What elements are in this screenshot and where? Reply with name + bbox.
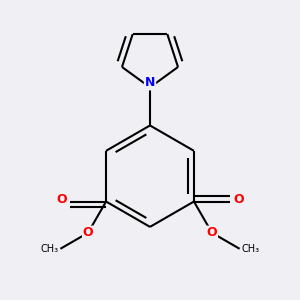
Text: O: O xyxy=(207,226,217,239)
Text: N: N xyxy=(145,76,155,89)
Text: O: O xyxy=(83,226,93,239)
Text: CH₃: CH₃ xyxy=(241,244,260,254)
Text: O: O xyxy=(56,194,67,206)
Text: CH₃: CH₃ xyxy=(40,244,59,254)
Text: O: O xyxy=(233,194,244,206)
